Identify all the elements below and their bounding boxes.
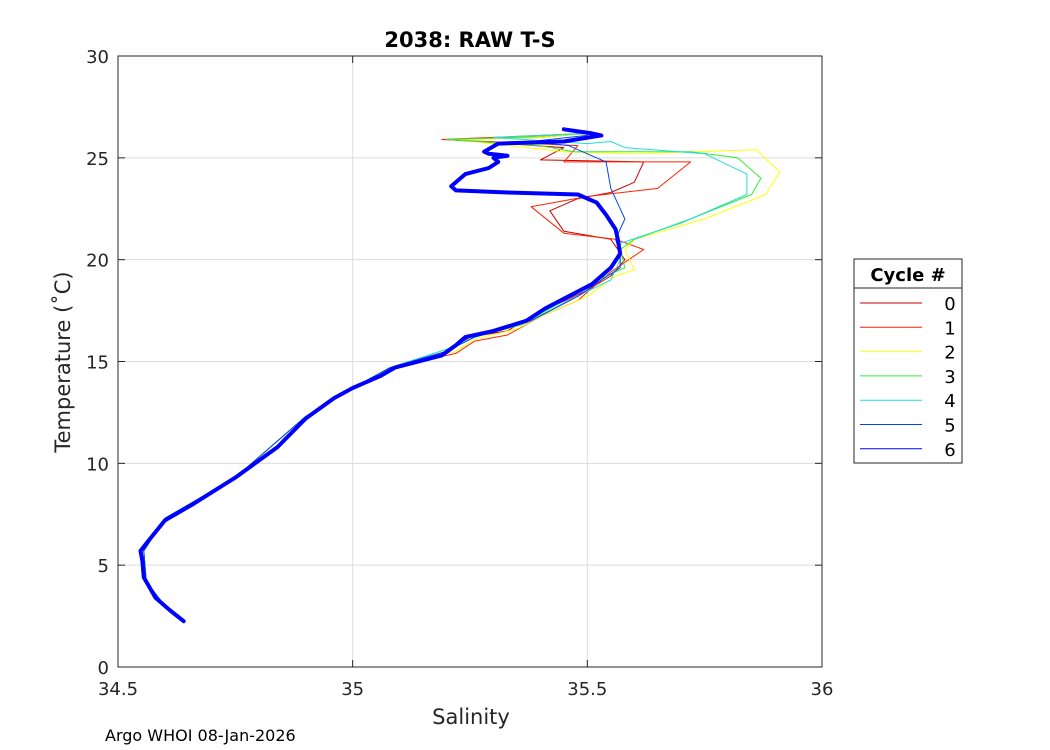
legend-label-cycle-0: 0 xyxy=(944,294,955,315)
chart-title: 2038: RAW T-S xyxy=(384,28,555,52)
legend-title: Cycle # xyxy=(870,265,945,286)
axis-ticks: 34.5 35 35.5 36 0 5 10 15 20 25 30 xyxy=(86,47,833,700)
y-axis-label: Temperature (˚C) xyxy=(51,271,75,453)
legend-label-cycle-4: 4 xyxy=(944,391,955,412)
grid xyxy=(118,56,822,667)
x-tick-label: 36 xyxy=(811,679,834,700)
x-tick-label: 35.5 xyxy=(567,679,607,700)
footer-credit: Argo WHOI 08-Jan-2026 xyxy=(105,726,296,745)
y-tick-label: 5 xyxy=(98,556,109,577)
x-axis-label: Salinity xyxy=(432,705,510,729)
legend-label-cycle-2: 2 xyxy=(944,343,955,364)
legend-label-cycle-3: 3 xyxy=(944,367,955,388)
x-tick-label: 35 xyxy=(341,679,364,700)
legend-label-cycle-6: 6 xyxy=(944,440,955,461)
y-tick-label: 15 xyxy=(86,353,109,374)
y-tick-label: 10 xyxy=(86,454,109,475)
y-tick-label: 0 xyxy=(98,658,109,679)
legend-label-cycle-1: 1 xyxy=(944,318,955,339)
legend-box xyxy=(853,258,963,464)
series-line-cycle-6 xyxy=(138,127,623,624)
legend-label-cycle-5: 5 xyxy=(944,416,955,437)
legend: Cycle # 0 1 2 3 4 5 6 xyxy=(853,258,963,464)
y-tick-label: 30 xyxy=(86,47,109,68)
series-lines xyxy=(138,127,781,624)
legend-entries: 0 1 2 3 4 5 6 xyxy=(860,294,956,461)
x-tick-label: 34.5 xyxy=(98,679,138,700)
y-tick-label: 20 xyxy=(86,251,109,272)
y-tick-label: 25 xyxy=(86,149,109,170)
